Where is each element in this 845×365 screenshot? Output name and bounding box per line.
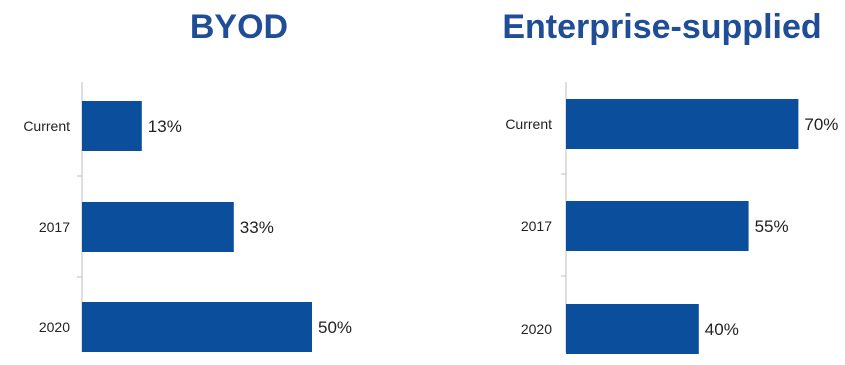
category-label-current: Current <box>505 116 552 132</box>
enterprise-supplied-chart: Enterprise-supplied Current 70% 2017 55% 202… <box>422 0 845 365</box>
value-label-current: 70% <box>804 115 838 134</box>
value-label-current: 13% <box>148 117 182 136</box>
value-label-2020: 40% <box>705 320 739 339</box>
category-label-2017: 2017 <box>39 219 70 235</box>
bar-2020 <box>82 302 312 352</box>
bar-2017 <box>82 202 234 252</box>
byod-chart-plot: Current 13% 2017 33% 2020 50% <box>23 82 352 352</box>
category-label-2017: 2017 <box>521 218 552 234</box>
category-label-2020: 2020 <box>521 321 552 337</box>
enterprise-supplied-chart-title: Enterprise-supplied <box>502 8 822 46</box>
enterprise-supplied-chart-plot: Current 70% 2017 55% 2020 40% <box>505 82 838 354</box>
category-label-current: Current <box>23 118 70 134</box>
value-label-2017: 33% <box>240 218 274 237</box>
bar-2020 <box>566 304 699 354</box>
category-label-2020: 2020 <box>39 319 70 335</box>
bar-2017 <box>566 201 749 251</box>
value-label-2017: 55% <box>755 217 789 236</box>
byod-chart-title: BYOD <box>189 8 289 46</box>
byod-chart: BYOD Current 13% 2017 33% 2020 50% <box>0 0 422 365</box>
value-label-2020: 50% <box>318 318 352 337</box>
bar-current <box>566 99 799 149</box>
bar-current <box>82 101 142 151</box>
